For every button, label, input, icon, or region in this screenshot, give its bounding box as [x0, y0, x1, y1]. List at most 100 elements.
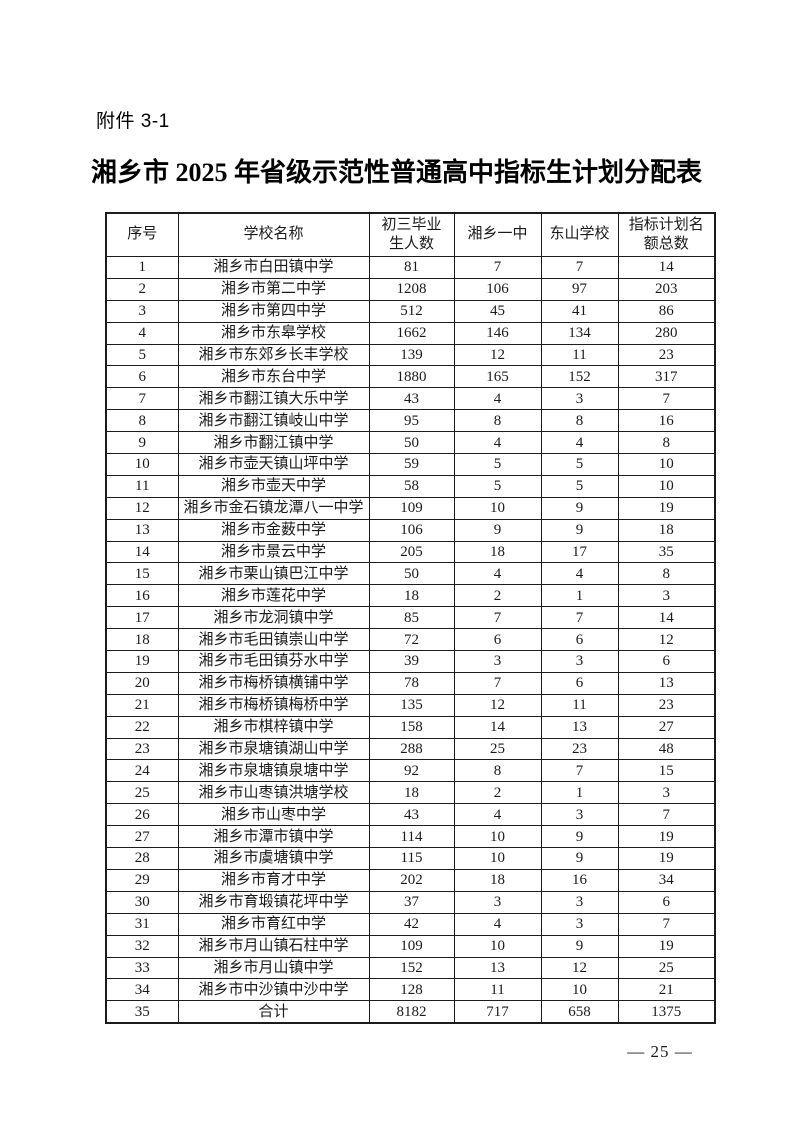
value-cell: 13 [617, 671, 716, 695]
value-cell: 3 [617, 781, 716, 805]
value-cell: 18 [368, 781, 455, 805]
table-row: 30 湘乡市育塅镇花坪中学 37 3 3 6 [105, 890, 716, 914]
row-number-cell: 26 [105, 803, 179, 827]
value-cell: 152 [540, 365, 619, 389]
school-name-cell: 湘乡市翻江镇中学 [177, 431, 370, 455]
table-row: 6 湘乡市东台中学 1880 165 152 317 [105, 365, 716, 389]
table-row: 16 湘乡市莲花中学 18 2 1 3 [105, 584, 716, 608]
table-row: 29 湘乡市育才中学 202 18 16 34 [105, 868, 716, 892]
row-number-cell: 12 [105, 496, 179, 520]
row-number-cell: 20 [105, 671, 179, 695]
value-cell: 5 [453, 474, 542, 498]
value-cell: 10 [540, 978, 619, 1002]
value-cell: 2 [453, 781, 542, 805]
value-cell: 58 [368, 474, 455, 498]
row-number-cell: 2 [105, 277, 179, 301]
value-cell: 1208 [368, 277, 455, 301]
value-cell: 106 [368, 518, 455, 542]
value-cell: 11 [453, 978, 542, 1002]
value-cell: 50 [368, 562, 455, 586]
row-number-cell: 23 [105, 737, 179, 761]
column-header-3: 湘乡一中 [453, 212, 542, 257]
value-cell: 6 [617, 890, 716, 914]
value-cell: 23 [617, 693, 716, 717]
value-cell: 18 [617, 518, 716, 542]
value-cell: 12 [453, 693, 542, 717]
value-cell: 23 [617, 343, 716, 367]
value-cell: 18 [453, 540, 542, 564]
value-cell: 8 [617, 431, 716, 455]
row-number-cell: 22 [105, 715, 179, 739]
value-cell: 50 [368, 431, 455, 455]
value-cell: 109 [368, 496, 455, 520]
table-row: 24 湘乡市泉塘镇泉塘中学 92 8 7 15 [105, 759, 716, 783]
value-cell: 3 [540, 912, 619, 936]
value-cell: 19 [617, 847, 716, 870]
value-cell: 19 [617, 825, 716, 849]
row-number-cell: 31 [105, 912, 179, 936]
row-number-cell: 21 [105, 693, 179, 717]
value-cell: 17 [540, 540, 619, 564]
value-cell: 8 [617, 562, 716, 586]
value-cell: 1880 [368, 365, 455, 389]
school-name-cell: 湘乡市栗山镇巴江中学 [177, 562, 370, 586]
value-cell: 35 [617, 540, 716, 564]
value-cell: 4 [453, 912, 542, 936]
school-name-cell: 湘乡市莲花中学 [177, 584, 370, 608]
value-cell: 7 [540, 606, 619, 630]
school-name-cell: 湘乡市育才中学 [177, 868, 370, 892]
value-cell: 7 [617, 912, 716, 936]
value-cell: 152 [368, 956, 455, 980]
value-cell: 23 [540, 737, 619, 761]
table-row: 3 湘乡市第四中学 512 45 41 86 [105, 299, 716, 323]
value-cell: 9 [540, 518, 619, 542]
value-cell: 4 [453, 803, 542, 827]
value-cell: 9 [540, 825, 619, 849]
table-row: 28 湘乡市虞塘镇中学 115 10 9 19 [105, 847, 716, 870]
row-number-cell: 3 [105, 299, 179, 323]
attachment-label: 附件 3-1 [96, 111, 170, 132]
table-row: 8 湘乡市翻江镇岐山中学 95 8 8 16 [105, 409, 716, 433]
value-cell: 317 [617, 365, 716, 389]
value-cell: 8 [540, 409, 619, 433]
value-cell: 12 [453, 343, 542, 367]
allocation-table: 序号 学校名称 初三毕业 生人数 湘乡一中 东山学校 指标计划名 额总数 1 湘乡市白田镇中… [105, 212, 716, 1025]
value-cell: 10 [617, 474, 716, 498]
value-cell: 7 [540, 256, 619, 279]
value-cell: 3 [617, 584, 716, 608]
table-row: 12 湘乡市金石镇龙潭八一中学 109 10 9 19 [105, 496, 716, 520]
school-name-cell: 湘乡市山枣镇洪塘学校 [177, 781, 370, 805]
table-header-row: 序号 学校名称 初三毕业 生人数 湘乡一中 东山学校 指标计划名 额总数 [105, 212, 716, 257]
value-cell: 12 [540, 956, 619, 980]
value-cell: 78 [368, 671, 455, 695]
table-row: 1 湘乡市白田镇中学 81 7 7 14 [105, 256, 716, 279]
table-row: 10 湘乡市壶天镇山坪中学 59 5 5 10 [105, 453, 716, 476]
table-row: 2 湘乡市第二中学 1208 106 97 203 [105, 277, 716, 301]
table-row: 9 湘乡市翻江镇中学 50 4 4 8 [105, 431, 716, 455]
row-number-cell: 24 [105, 759, 179, 783]
column-header-4: 东山学校 [540, 212, 619, 257]
table-row: 25 湘乡市山枣镇洪塘学校 18 2 1 3 [105, 781, 716, 805]
value-cell: 7 [453, 606, 542, 630]
value-cell: 3 [453, 650, 542, 673]
table-row: 27 湘乡市潭市镇中学 114 10 9 19 [105, 825, 716, 849]
school-name-cell: 湘乡市梅桥镇梅桥中学 [177, 693, 370, 717]
value-cell: 15 [617, 759, 716, 783]
value-cell: 9 [453, 518, 542, 542]
school-name-cell: 湘乡市白田镇中学 [177, 256, 370, 279]
value-cell: 6 [453, 628, 542, 652]
table-row: 19 湘乡市毛田镇芬水中学 39 3 3 6 [105, 650, 716, 673]
school-name-cell: 湘乡市龙洞镇中学 [177, 606, 370, 630]
value-cell: 13 [540, 715, 619, 739]
value-cell: 86 [617, 299, 716, 323]
table-row: 21 湘乡市梅桥镇梅桥中学 135 12 11 23 [105, 693, 716, 717]
row-number-cell: 16 [105, 584, 179, 608]
row-number-cell: 11 [105, 474, 179, 498]
row-number-cell: 19 [105, 650, 179, 673]
school-name-cell: 湘乡市第四中学 [177, 299, 370, 323]
value-cell: 146 [453, 321, 542, 345]
value-cell: 92 [368, 759, 455, 783]
school-name-cell: 湘乡市梅桥镇横铺中学 [177, 671, 370, 695]
school-name-cell: 湘乡市第二中学 [177, 277, 370, 301]
